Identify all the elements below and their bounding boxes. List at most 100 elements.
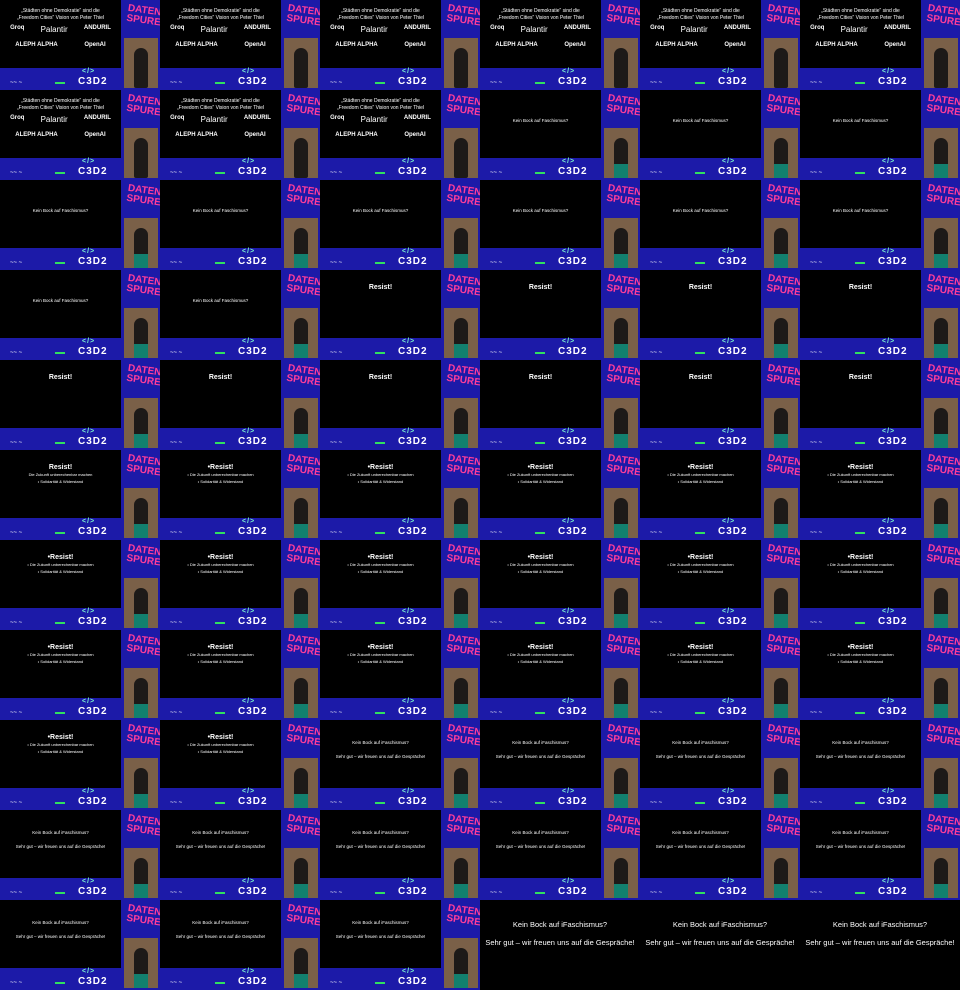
green-dash: [215, 352, 225, 354]
company-logos: Groq Palantir ANDURIL ALEPH ALPHA OpenAI: [160, 22, 281, 51]
slide-title: •Resist!: [47, 734, 74, 741]
slide-text: Kein Bock auf Faschismus?: [512, 208, 569, 213]
slide: •Resist! • Die Zukunft unberechenbar mach…: [160, 540, 281, 608]
slide: Kein Bock auf iFaschismus? Sehr gut – wir…: [640, 810, 761, 878]
daten-spuren-logo: DATEN SPUREN: [445, 542, 480, 570]
slide-title: „Städten ohne Demokratie“ sind die „Freed…: [640, 0, 761, 22]
speaker-video: [444, 488, 478, 538]
speaker-video: [124, 398, 158, 448]
slide-text: Kein Bock auf iFaschismus? Sehr gut – wir…: [640, 920, 800, 947]
c3d2-logo: C3D2 </>: [558, 788, 588, 807]
c3d2-logo: C3D2 </>: [558, 338, 588, 357]
daten-spuren-logo: DATEN SPUREN: [605, 2, 640, 30]
code-bracket-icon: </>: [242, 338, 256, 345]
side-panel: DATEN SPUREN: [281, 360, 320, 450]
speaker-clothing: [134, 434, 148, 448]
bottom-bar: ~~ ~ C3D2 </>: [640, 248, 761, 270]
slide-bullet: • Solidarität & Widerstand: [197, 569, 244, 574]
slide: Kein Bock auf iFaschismus? Sehr gut – wir…: [160, 900, 281, 968]
code-bracket-icon: </>: [82, 158, 96, 165]
code-bracket-icon: </>: [722, 68, 736, 75]
speaker-video: [284, 488, 318, 538]
signature-graphic: ~~ ~: [170, 710, 183, 716]
speaker: [774, 498, 788, 538]
c3d2-logo: C3D2 </>: [398, 248, 428, 267]
daten-spuren-logo: DATEN SPUREN: [125, 902, 160, 930]
speaker: [454, 48, 468, 88]
speaker-video: [764, 398, 798, 448]
bottom-bar: ~~ ~ C3D2 </>: [160, 248, 281, 270]
daten-spuren-logo: DATEN SPUREN: [285, 272, 320, 300]
slide-line-1: Kein Bock auf iFaschismus?: [352, 830, 409, 835]
side-panel: DATEN SPUREN: [601, 810, 640, 900]
slide: •Resist! • Die Zukunft unberechenbar mach…: [480, 450, 601, 518]
side-panel: DATEN SPUREN: [921, 270, 960, 360]
speaker-video: [924, 128, 958, 178]
slide-line-2: Sehr gut – wir freuen uns auf die Gesprä…: [175, 934, 266, 939]
company-logo: ALEPH ALPHA: [175, 42, 218, 48]
video-frame: Resist! Die Zukunft unberechenbar machen •…: [0, 450, 160, 540]
signature-graphic: ~~ ~: [10, 350, 23, 356]
slide-title: Resist!: [688, 284, 713, 291]
signature-graphic: ~~ ~: [650, 710, 663, 716]
title-line-1: „Städten ohne Demokratie“ sind die: [181, 8, 260, 14]
speaker-clothing: [454, 884, 468, 898]
green-dash: [55, 622, 65, 624]
slide-title: •Resist!: [687, 644, 714, 651]
company-logo: ALEPH ALPHA: [495, 42, 538, 48]
title-line-1: „Städten ohne Demokratie“ sind die: [21, 98, 100, 104]
slide: •Resist! • Die Zukunft unberechenbar mach…: [160, 450, 281, 518]
speaker: [934, 408, 948, 448]
slide: Resist!: [800, 360, 921, 428]
c3d2-logo: C3D2 </>: [78, 698, 108, 717]
video-frame: Kein Bock auf iFaschismus? Sehr gut – wir…: [320, 720, 480, 810]
side-panel: DATEN SPUREN: [761, 360, 800, 450]
green-dash: [535, 172, 545, 174]
side-panel: DATEN SPUREN: [121, 180, 160, 270]
c3d2-logo: C3D2 </>: [878, 158, 908, 177]
slide: Resist!: [160, 360, 281, 428]
slide: •Resist! • Die Zukunft unberechenbar mach…: [0, 630, 121, 698]
speaker: [134, 498, 148, 538]
signature-graphic: ~~ ~: [170, 890, 183, 896]
slide: •Resist! • Die Zukunft unberechenbar mach…: [160, 630, 281, 698]
company-logo: Groq: [810, 25, 825, 31]
slide: •Resist! • Die Zukunft unberechenbar mach…: [0, 540, 121, 608]
company-logo: OpenAI: [84, 132, 106, 138]
company-logo: ALEPH ALPHA: [15, 132, 58, 138]
green-dash: [55, 352, 65, 354]
company-logos: Groq Palantir ANDURIL ALEPH ALPHA OpenAI: [480, 22, 601, 51]
side-panel: DATEN SPUREN: [281, 630, 320, 720]
speaker-clothing: [934, 254, 948, 268]
side-panel: DATEN SPUREN: [921, 90, 960, 180]
daten-spuren-logo: DATEN SPUREN: [925, 272, 960, 300]
company-logos: Groq Palantir ANDURIL ALEPH ALPHA OpenAI: [320, 112, 441, 141]
slide-bullet: • Die Zukunft unberechenbar machen: [507, 472, 574, 477]
green-dash: [55, 172, 65, 174]
video-frame: •Resist! • Die Zukunft unberechenbar mach…: [800, 630, 960, 720]
side-panel: DATEN SPUREN: [921, 540, 960, 630]
green-dash: [535, 262, 545, 264]
slide-bullet: • Solidarität & Widerstand: [837, 569, 884, 574]
code-bracket-icon: </>: [402, 68, 416, 75]
c3d2-logo: C3D2 </>: [238, 338, 268, 357]
speaker: [454, 228, 468, 268]
speaker: [134, 858, 148, 898]
speaker-clothing: [294, 254, 308, 268]
side-panel: DATEN SPUREN: [601, 270, 640, 360]
speaker-video: [124, 578, 158, 628]
side-panel: DATEN SPUREN: [921, 360, 960, 450]
slide-title: •Resist!: [847, 464, 874, 471]
video-frame: Kein Bock auf Faschismus? DATEN SPUREN ~~ …: [160, 270, 320, 360]
signature-graphic: ~~ ~: [810, 80, 823, 86]
title-line-2: „Freedom Cities“ Vision von Peter Thiel: [336, 15, 425, 21]
c3d2-logo: C3D2 </>: [78, 158, 108, 177]
side-panel: DATEN SPUREN: [441, 180, 480, 270]
daten-spuren-logo: DATEN SPUREN: [765, 92, 800, 120]
c3d2-logo: C3D2 </>: [558, 68, 588, 87]
daten-spuren-logo: DATEN SPUREN: [285, 452, 320, 480]
speaker: [294, 858, 308, 898]
c3d2-logo: C3D2 </>: [78, 968, 108, 987]
green-dash: [55, 442, 65, 444]
video-frame: Resist! DATEN SPUREN ~~ ~ C3D2 </>: [480, 270, 640, 360]
